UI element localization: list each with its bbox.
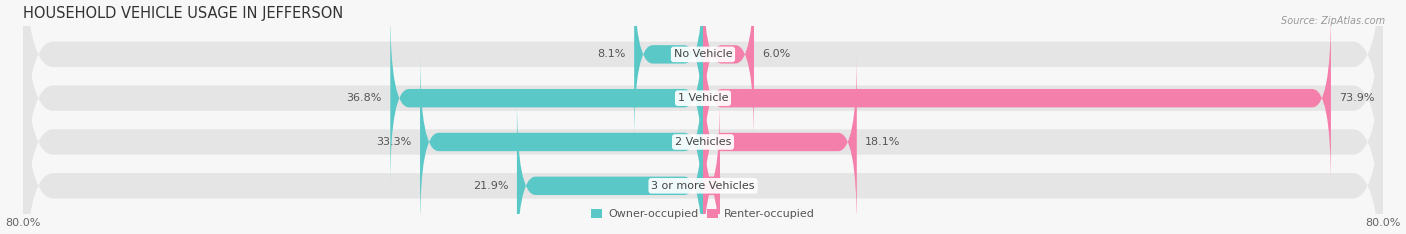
Text: 21.9%: 21.9% <box>472 181 509 191</box>
FancyBboxPatch shape <box>420 55 703 229</box>
FancyBboxPatch shape <box>24 0 1382 195</box>
Text: 2 Vehicles: 2 Vehicles <box>675 137 731 147</box>
FancyBboxPatch shape <box>24 45 1382 234</box>
FancyBboxPatch shape <box>702 99 721 234</box>
FancyBboxPatch shape <box>24 0 1382 234</box>
FancyBboxPatch shape <box>703 55 856 229</box>
Text: 33.3%: 33.3% <box>377 137 412 147</box>
FancyBboxPatch shape <box>24 1 1382 234</box>
Text: 18.1%: 18.1% <box>865 137 901 147</box>
FancyBboxPatch shape <box>703 11 1331 185</box>
FancyBboxPatch shape <box>634 0 703 142</box>
Text: 3 or more Vehicles: 3 or more Vehicles <box>651 181 755 191</box>
Text: 1 Vehicle: 1 Vehicle <box>678 93 728 103</box>
Text: No Vehicle: No Vehicle <box>673 49 733 59</box>
Text: 73.9%: 73.9% <box>1340 93 1375 103</box>
FancyBboxPatch shape <box>391 11 703 185</box>
Text: Source: ZipAtlas.com: Source: ZipAtlas.com <box>1281 16 1385 26</box>
Text: 2.0%: 2.0% <box>728 181 756 191</box>
Text: 8.1%: 8.1% <box>598 49 626 59</box>
Text: 6.0%: 6.0% <box>762 49 790 59</box>
Text: 36.8%: 36.8% <box>346 93 382 103</box>
Legend: Owner-occupied, Renter-occupied: Owner-occupied, Renter-occupied <box>586 205 820 224</box>
Text: HOUSEHOLD VEHICLE USAGE IN JEFFERSON: HOUSEHOLD VEHICLE USAGE IN JEFFERSON <box>24 6 343 21</box>
FancyBboxPatch shape <box>703 0 754 142</box>
FancyBboxPatch shape <box>517 99 703 234</box>
